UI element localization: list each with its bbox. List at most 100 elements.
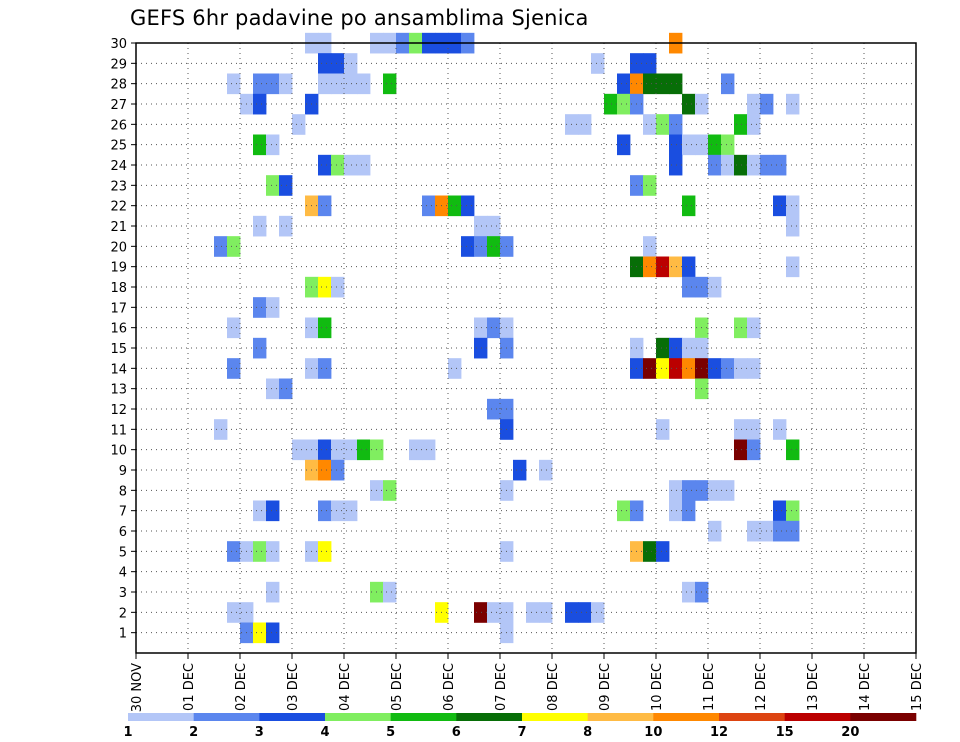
heatmap-cell [656, 358, 670, 379]
heatmap-cell [682, 358, 696, 379]
y-tick-label: 10 [110, 444, 127, 459]
colorbar-label: 12 [710, 725, 728, 740]
heatmap-cell [344, 500, 358, 522]
heatmap-cell [292, 114, 306, 135]
colorbar-segment [128, 713, 194, 721]
heatmap-cell [422, 195, 436, 217]
heatmap-cell [682, 134, 696, 156]
y-tick-label: 6 [119, 525, 127, 540]
heatmap-cell [734, 317, 748, 339]
heatmap-cell [669, 114, 683, 135]
heatmap-cell [682, 581, 696, 603]
heatmap-cell [266, 175, 280, 196]
heatmap-cell [474, 215, 488, 237]
y-tick-label: 24 [110, 159, 127, 174]
heatmap-cell [682, 337, 696, 359]
y-tick-label: 8 [119, 484, 127, 499]
heatmap-cell [279, 215, 293, 237]
heatmap-cell [617, 500, 631, 522]
x-tick-label: 04 DEC [338, 663, 353, 711]
y-tick-label: 20 [110, 240, 127, 255]
heatmap-cell [461, 195, 475, 217]
heatmap-cell [526, 602, 540, 623]
grid [136, 43, 916, 653]
heatmap-cell [708, 520, 722, 542]
heatmap-cell [227, 602, 241, 623]
heatmap-cell [786, 500, 800, 522]
heatmap-cell [253, 541, 267, 562]
heatmap-cell [786, 439, 800, 461]
heatmap-cell [708, 480, 722, 501]
heatmap-cell [227, 317, 241, 339]
heatmap-cell [331, 459, 345, 481]
heatmap-cell [669, 154, 683, 176]
heatmap-cell [331, 53, 345, 74]
heatmap-cell [266, 378, 280, 400]
heatmap-cell [474, 602, 488, 623]
heatmap-cell [669, 134, 683, 156]
heatmap-cell [734, 358, 748, 379]
y-tick-label: 21 [110, 220, 127, 235]
heatmap-cell [604, 93, 618, 115]
colorbar-label: 20 [841, 725, 859, 740]
heatmap-cell [344, 154, 358, 176]
colorbar-segment [456, 713, 523, 721]
heatmap-cell [539, 459, 553, 481]
heatmap-cell [656, 256, 670, 278]
heatmap-cell [578, 114, 592, 135]
heatmap-cell [318, 154, 332, 176]
y-tick-label: 7 [119, 505, 127, 520]
colorbar-segment [325, 713, 391, 721]
heatmap-cell [656, 114, 670, 135]
heatmap-cell [422, 439, 436, 461]
heatmap-cell [253, 622, 267, 644]
heatmap-cell [253, 337, 267, 359]
x-tick-label: 11 DEC [702, 663, 717, 711]
heatmap-cell [318, 276, 332, 298]
heatmap-cell [734, 154, 748, 176]
heatmap-cell [721, 134, 735, 156]
y-tick-label: 17 [110, 301, 127, 316]
heatmap-cell [643, 175, 657, 196]
colorbar-segment [390, 713, 457, 721]
heatmap-cell [617, 73, 631, 95]
heatmap-cell [214, 236, 228, 257]
x-tick-label: 03 DEC [286, 663, 301, 711]
x-tick-label: 14 DEC [858, 663, 873, 711]
heatmap-cell [617, 134, 631, 156]
heatmap-cell [643, 114, 657, 135]
heatmap-cell [656, 73, 670, 95]
heatmap-cell [721, 358, 735, 379]
heatmap-cell [448, 195, 462, 217]
heatmap-cell [682, 256, 696, 278]
heatmap-cell [474, 337, 488, 359]
heatmap-cell [227, 541, 241, 562]
heatmap-cell [318, 439, 332, 461]
x-tick-label: 05 DEC [390, 663, 405, 711]
heatmap-cell [383, 73, 397, 95]
heatmap-cell [214, 419, 228, 440]
heatmap-cell [266, 581, 280, 603]
colorbar-segment [587, 713, 654, 721]
colorbar-label: 6 [452, 725, 461, 740]
colorbar-label: 8 [583, 725, 592, 740]
heatmap-cell [448, 358, 462, 379]
heatmap-cell [487, 236, 501, 257]
colorbar-segment [522, 713, 588, 721]
heatmap-cell [344, 73, 358, 95]
y-tick-label: 13 [110, 383, 127, 398]
heatmap-cell [643, 236, 657, 257]
heatmap-cell [461, 236, 475, 257]
colorbar-segment [719, 713, 785, 721]
heatmap-cell [734, 439, 748, 461]
colorbar-segment [784, 713, 851, 721]
x-tick-label: 30 NOV [130, 663, 145, 712]
heatmap-cell [669, 480, 683, 501]
heatmap-cell [383, 480, 397, 501]
heatmap-cell [227, 358, 241, 379]
heatmap-cell [227, 236, 241, 257]
heatmap-cell [786, 93, 800, 115]
colorbar-label: 1 [123, 725, 132, 740]
heatmap-cell [747, 520, 761, 542]
x-tick-label: 06 DEC [442, 663, 457, 711]
